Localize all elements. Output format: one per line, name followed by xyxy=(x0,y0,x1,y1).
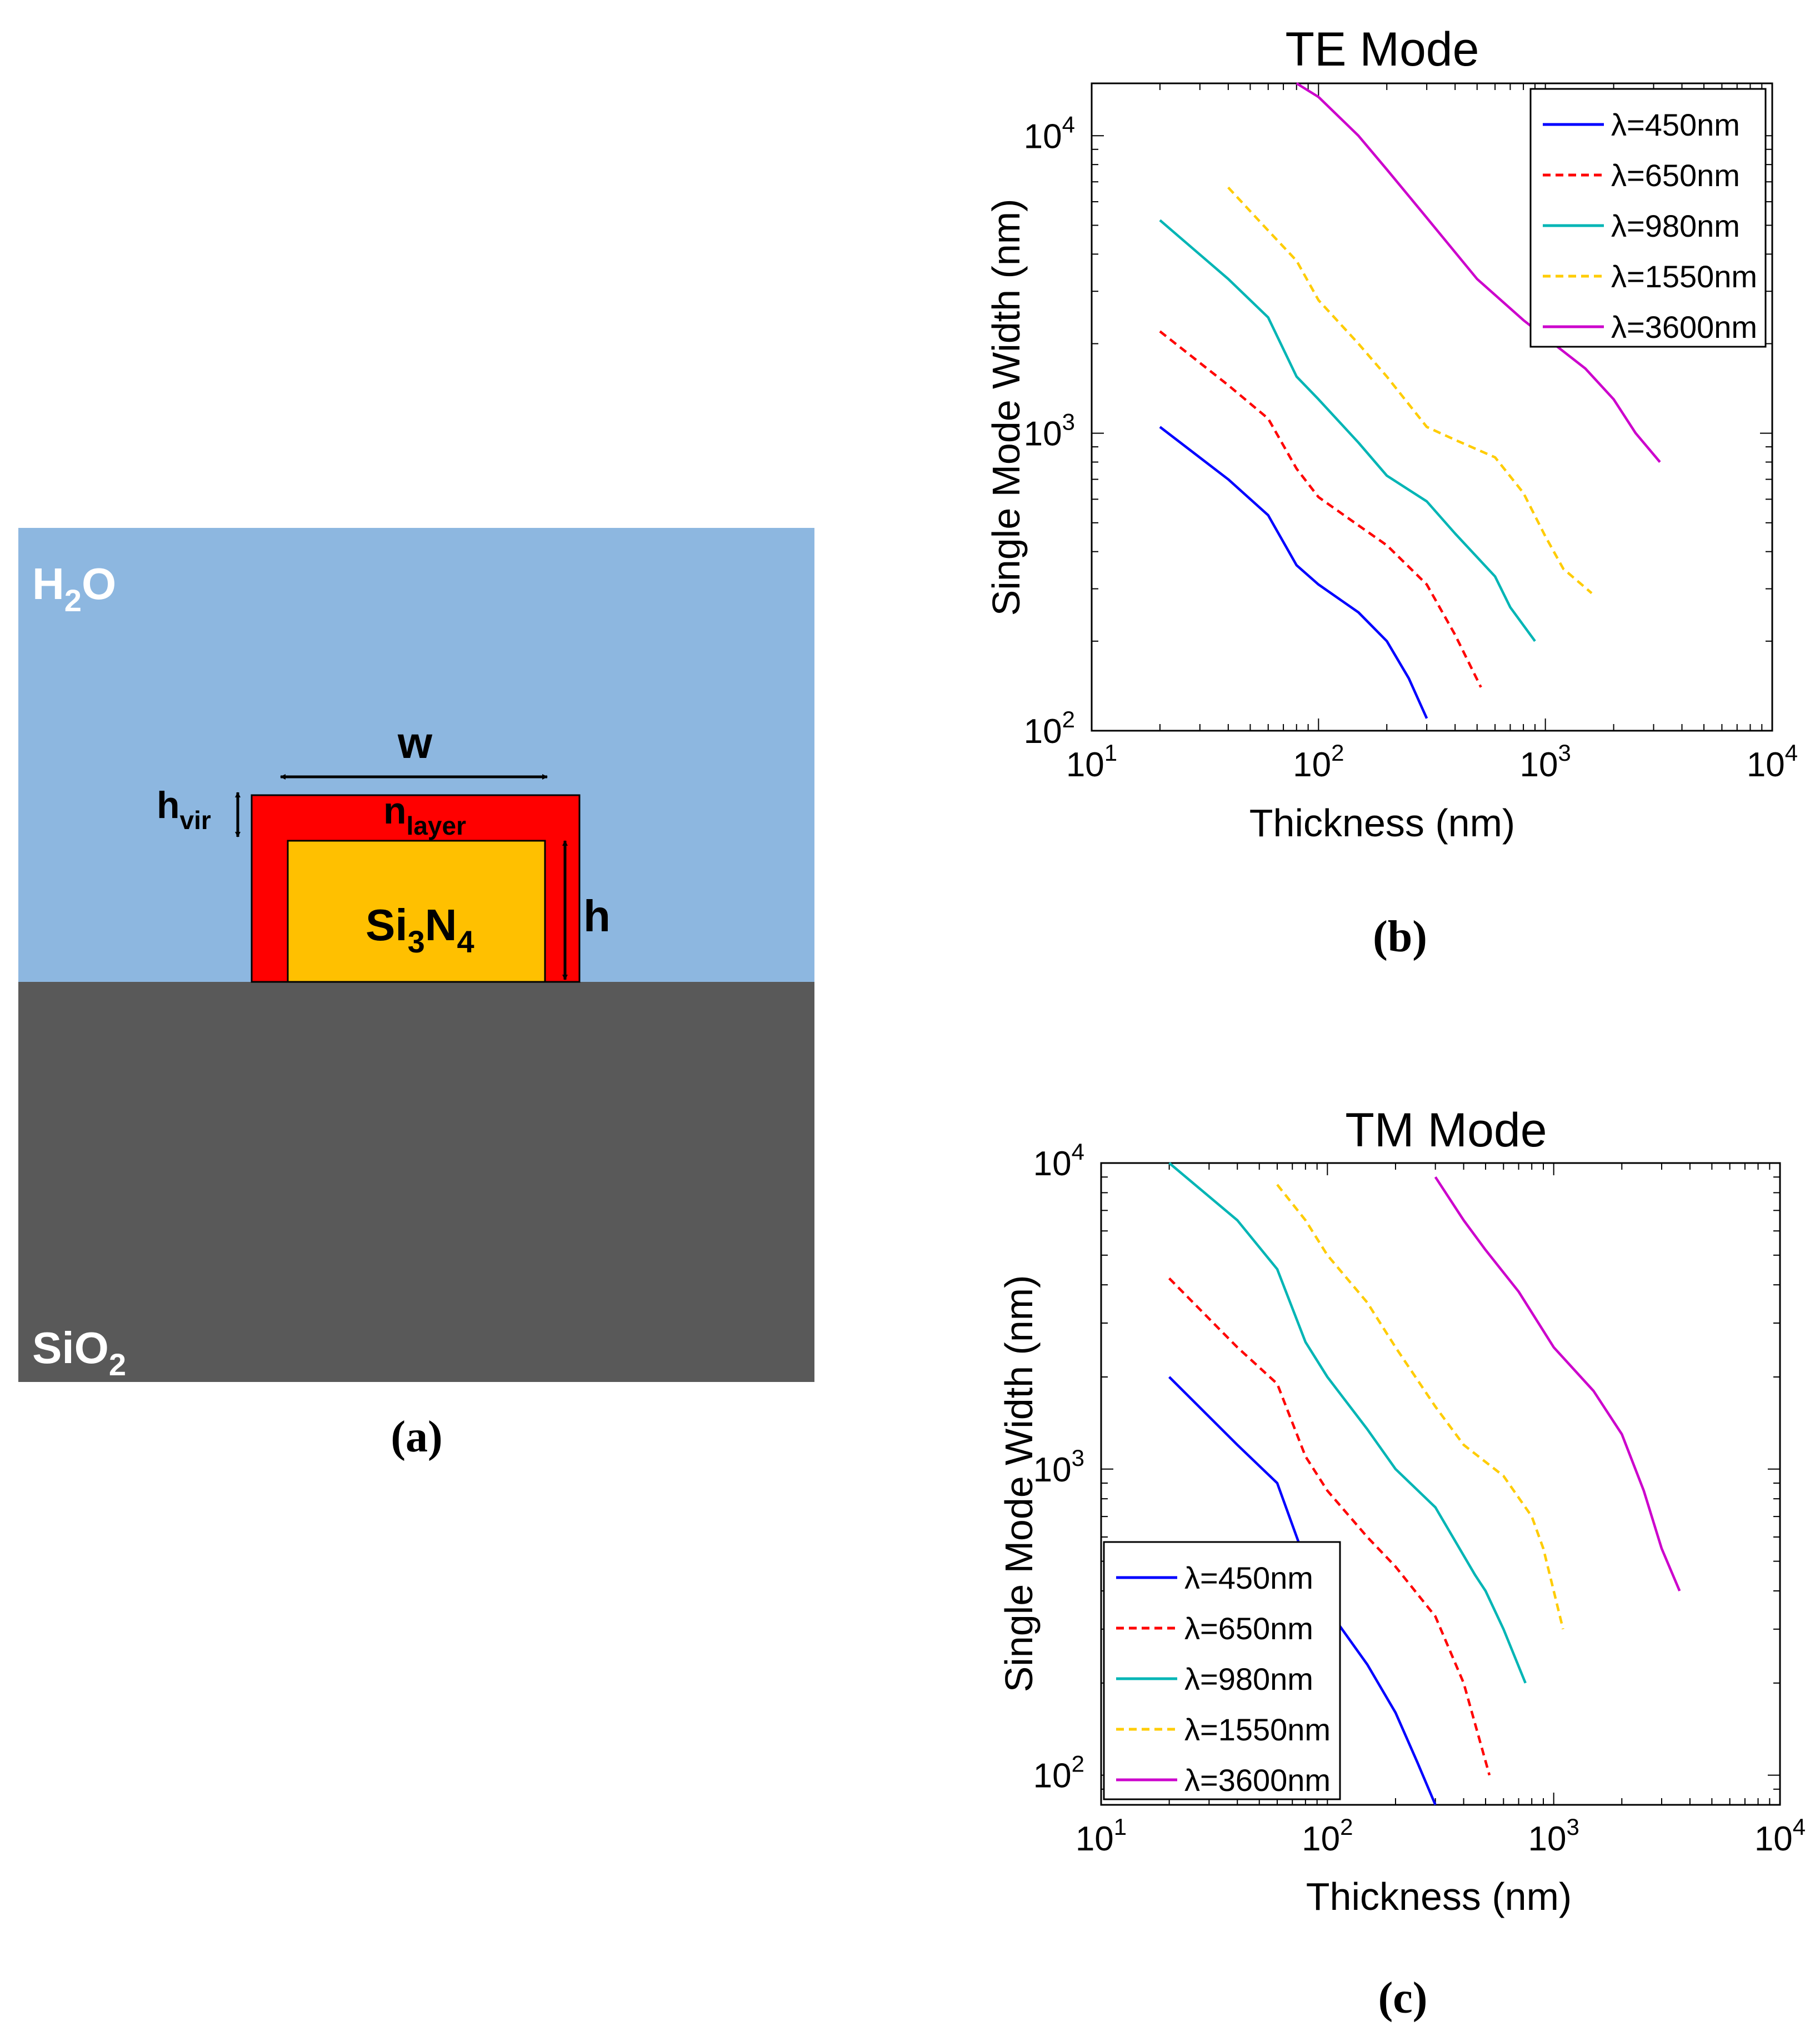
legend-items: λ=450nm λ=650nm λ=980nm λ=1550nm λ=3600nm xyxy=(1543,107,1757,345)
width-label: w xyxy=(397,718,433,767)
y-tick-labels: 102 103 104 xyxy=(1024,111,1075,751)
y-tick-label: 104 xyxy=(1024,111,1075,156)
x-tick-label: 104 xyxy=(1754,1814,1806,1858)
panel-a-caption: (a) xyxy=(391,1413,442,1461)
si3n4-core xyxy=(287,840,546,983)
legend-label: λ=450nm xyxy=(1184,1560,1313,1595)
legend-label: λ=3600nm xyxy=(1184,1763,1331,1798)
water-label: H2O xyxy=(32,559,116,618)
x-axis-label: Thickness (nm) xyxy=(1306,1875,1572,1918)
legend: λ=450nm λ=650nm λ=980nm λ=1550nm λ=3600nm xyxy=(1103,1541,1341,1800)
y-tick-label: 103 xyxy=(1024,409,1075,453)
x-tick-label: 101 xyxy=(1076,1814,1127,1858)
hvir-label: hvir xyxy=(157,784,211,835)
substrate-region xyxy=(18,982,814,1382)
x-tick-label: 101 xyxy=(1066,740,1117,784)
legend-label: λ=980nm xyxy=(1184,1661,1313,1696)
chart-title: TE Mode xyxy=(1286,23,1479,76)
y-tick-label: 102 xyxy=(1033,1751,1084,1795)
panel-a-cross-section: H2O SiO2 Si3N4 w h hvir nlayer (a) xyxy=(18,528,814,1461)
x-tick-label: 103 xyxy=(1520,740,1571,784)
legend-box xyxy=(1103,1541,1341,1800)
height-label: h xyxy=(583,891,611,941)
tm-mode-chart: TM Mode 101 102 103 104 102 103 104 Thickness… xyxy=(997,1104,1806,2023)
y-tick-label: 102 xyxy=(1024,706,1075,751)
series-line-980nm xyxy=(1168,1162,1527,1684)
legend-label: λ=1550nm xyxy=(1611,259,1757,294)
x-tick-label: 103 xyxy=(1528,1814,1579,1858)
legend-label: λ=3600nm xyxy=(1611,310,1757,345)
series-line-1550nm xyxy=(1276,1184,1564,1630)
substrate-label: SiO2 xyxy=(32,1323,126,1382)
y-tick-label: 104 xyxy=(1033,1139,1084,1183)
cladding-outline xyxy=(251,794,581,983)
legend-label: λ=980nm xyxy=(1611,208,1740,243)
chart-caption: (b) xyxy=(1373,912,1427,961)
legend-box xyxy=(1529,88,1767,348)
x-tick-label: 104 xyxy=(1747,740,1798,784)
series-line-650nm xyxy=(1168,1277,1491,1776)
series-line-980nm xyxy=(1159,219,1536,642)
series-line-650nm xyxy=(1159,330,1482,688)
x-tick-label: 102 xyxy=(1293,740,1344,784)
series-line-3600nm xyxy=(1434,1176,1681,1591)
x-tick-labels: 101 102 103 104 xyxy=(1076,1814,1806,1858)
series-line-3600nm xyxy=(1296,82,1661,463)
legend-items: λ=450nm λ=650nm λ=980nm λ=1550nm λ=3600nm xyxy=(1116,1560,1331,1798)
nlayer-label: nlayer xyxy=(383,790,466,840)
y-axis-label: Single Mode Width (nm) xyxy=(984,199,1028,616)
legend: λ=450nm λ=650nm λ=980nm λ=1550nm λ=3600nm xyxy=(1529,88,1767,348)
x-tick-labels: 101 102 103 104 xyxy=(1066,740,1798,784)
tick-marks xyxy=(1091,83,1773,731)
series-line-450nm xyxy=(1159,426,1428,719)
y-tick-labels: 102 103 104 xyxy=(1033,1139,1084,1795)
series-line-1550nm xyxy=(1227,186,1593,595)
y-tick-label: 103 xyxy=(1033,1445,1084,1489)
chart-title: TM Mode xyxy=(1345,1104,1547,1157)
legend-label: λ=450nm xyxy=(1611,107,1740,142)
core-label: Si3N4 xyxy=(366,900,474,959)
x-tick-label: 102 xyxy=(1302,1814,1353,1858)
chart-caption: (c) xyxy=(1378,1974,1428,2023)
legend-label: λ=1550nm xyxy=(1184,1712,1331,1747)
legend-label: λ=650nm xyxy=(1184,1611,1313,1646)
series-lines xyxy=(1159,82,1661,719)
legend-label: λ=650nm xyxy=(1611,158,1740,193)
y-axis-label: Single Mode Width (nm) xyxy=(997,1275,1041,1693)
x-axis-label: Thickness (nm) xyxy=(1249,801,1515,845)
